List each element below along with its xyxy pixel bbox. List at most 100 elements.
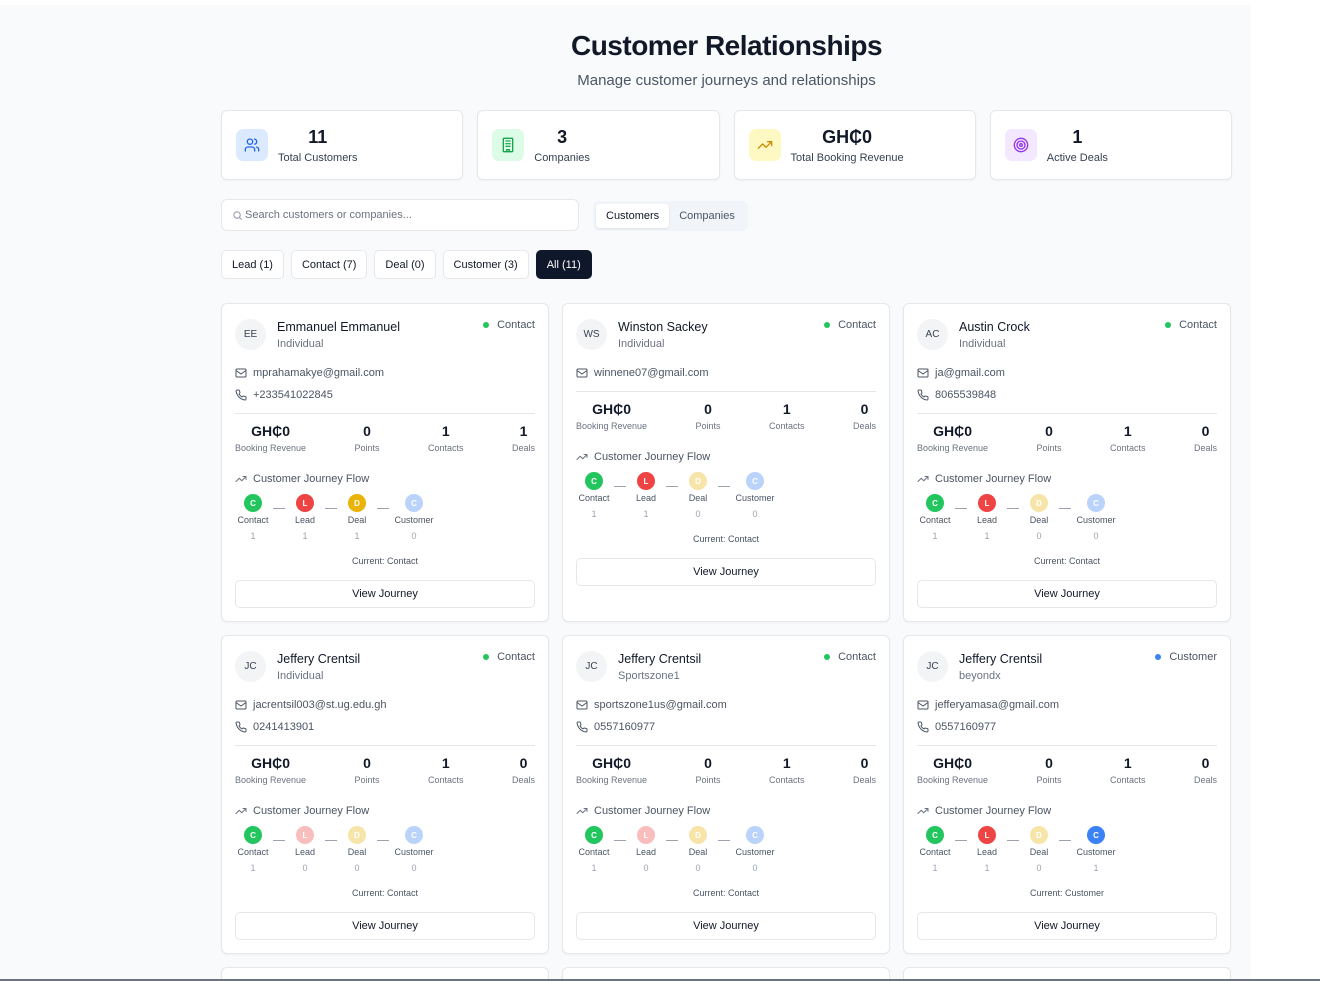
email-row: sportszone1us@gmail.com: [576, 699, 727, 711]
journey-stage-contact: C Contact 1: [235, 494, 271, 541]
flow-connector: [718, 840, 730, 841]
view-journey-button[interactable]: View Journey: [235, 912, 535, 940]
stage-badge: C: [746, 472, 764, 490]
view-journey-button[interactable]: View Journey: [576, 558, 876, 586]
stage-badge: C: [926, 494, 944, 512]
stage-count: 0: [1036, 863, 1042, 873]
filter-contact[interactable]: Contact (7): [290, 250, 368, 279]
metric-label: Points: [695, 421, 721, 431]
stage-count: 0: [1036, 531, 1042, 541]
stat-card-active-deals: 1 Active Deals: [989, 110, 1232, 180]
stage-filters: Lead (1) Contact (7) Deal (0) Customer (…: [221, 250, 592, 279]
stat-card-total-customers: 11 Total Customers: [221, 110, 464, 180]
stage-count: 1: [984, 531, 990, 541]
stage-count: 1: [591, 509, 597, 519]
stage-count: 1: [250, 863, 256, 873]
metric-label: Deals: [852, 775, 876, 785]
customer-name[interactable]: Jeffery Crentsil: [277, 652, 361, 666]
view-journey-button[interactable]: View Journey: [235, 580, 535, 608]
email-row: jefferyamasa@gmail.com: [917, 699, 1059, 711]
journey-flow: C Contact 1 L Lead 0 D Deal 0 C Customer 0: [576, 826, 778, 873]
status-badge: Contact: [1165, 319, 1217, 331]
metric-label: Booking Revenue: [917, 775, 989, 785]
metric-label: Deals: [511, 775, 535, 785]
view-journey-button[interactable]: View Journey: [917, 912, 1217, 940]
status-label: Contact: [838, 319, 876, 331]
metric-deals: 0 Deals: [853, 401, 876, 431]
metric-label: Points: [354, 443, 380, 453]
customer-email: jacrentsil003@st.ug.edu.gh: [253, 699, 387, 711]
view-journey-button[interactable]: View Journey: [917, 580, 1217, 608]
customer-name[interactable]: Emmanuel Emmanuel: [277, 320, 400, 334]
journey-stage-lead: L Lead 1: [287, 494, 323, 541]
journey-flow: C Contact 1 L Lead 0 D Deal 0 C Customer 0: [235, 826, 437, 873]
stat-card-booking-revenue: GH₵0 Total Booking Revenue: [733, 110, 976, 180]
flow-connector: [666, 840, 678, 841]
metric-value: 0: [1201, 755, 1210, 771]
customer-name[interactable]: Winston Sackey: [618, 320, 708, 334]
stat-label: Total Customers: [278, 151, 358, 164]
divider: [235, 413, 535, 414]
filter-all[interactable]: All (11): [535, 250, 592, 279]
customer-name[interactable]: Jeffery Crentsil: [959, 652, 1043, 666]
filter-customer[interactable]: Customer (3): [442, 250, 529, 279]
filter-lead[interactable]: Lead (1): [221, 250, 284, 279]
customer-card: JC Jeffery Crentsil beyondx Customer jef…: [903, 635, 1231, 954]
view-journey-button[interactable]: View Journey: [576, 912, 876, 940]
stage-count: 0: [354, 863, 360, 873]
window-edge: [0, 979, 1320, 981]
toggle-customers[interactable]: Customers: [596, 204, 670, 228]
stage-label: Lead: [976, 515, 998, 525]
email-row: jacrentsil003@st.ug.edu.gh: [235, 699, 386, 711]
building-icon: [492, 129, 525, 161]
metric-label: Deals: [1193, 443, 1217, 453]
status-dot: [483, 654, 490, 660]
metrics-row: GH₵0 Booking Revenue 0 Points 1 Contacts 0 D…: [235, 755, 535, 785]
search-input[interactable]: [245, 209, 565, 221]
journey-stage-customer: C Customer 0: [732, 826, 778, 873]
stage-label: Customer: [1076, 515, 1116, 525]
trending-up-icon: [576, 454, 588, 460]
stage-count: 1: [354, 531, 360, 541]
metric-label: Contacts: [427, 443, 464, 453]
stage-label: Contact: [578, 847, 610, 857]
stage-count: 1: [643, 509, 649, 519]
metrics-row: GH₵0 Booking Revenue 0 Points 1 Contacts 0 D…: [917, 755, 1217, 785]
stage-count: 0: [411, 863, 417, 873]
stage-label: Lead: [635, 493, 657, 503]
status-badge: Contact: [483, 319, 535, 331]
metrics-row: GH₵0 Booking Revenue 0 Points 1 Contacts 1 D…: [235, 423, 535, 453]
flow-connector: [273, 840, 285, 841]
customer-name[interactable]: Austin Crock: [959, 320, 1030, 334]
stage-count: 1: [932, 531, 938, 541]
flow-connector: [1007, 508, 1019, 509]
stage-badge: C: [1087, 826, 1105, 844]
metric-deals: 1 Deals: [512, 423, 535, 453]
current-stage: Current: Contact: [692, 888, 760, 898]
metric-contacts: 1 Contacts: [769, 401, 805, 431]
stats-row: 11 Total Customers 3 Companies GH₵0 Tota…: [221, 110, 1232, 180]
phone-icon: [917, 721, 929, 733]
toggle-companies[interactable]: Companies: [679, 210, 735, 222]
search-box: [221, 199, 579, 231]
stage-label: Customer: [735, 847, 775, 857]
avatar: JC: [235, 651, 266, 682]
metric-value: 0: [1045, 423, 1053, 439]
metrics-row: GH₵0 Booking Revenue 0 Points 1 Contacts 0 D…: [917, 423, 1217, 453]
stat-card-companies: 3 Companies: [477, 110, 720, 180]
metric-revenue: GH₵0 Booking Revenue: [576, 401, 647, 431]
metric-label: Contacts: [1109, 443, 1146, 453]
customer-type: Sportszone1: [618, 670, 680, 682]
mail-icon: [576, 368, 588, 378]
trending-up-icon: [576, 808, 588, 814]
journey-stage-lead: L Lead 1: [969, 826, 1005, 873]
stage-label: Customer: [394, 847, 434, 857]
flow-connector: [955, 508, 967, 509]
customer-type: Individual: [277, 338, 324, 350]
filter-deal[interactable]: Deal (0): [374, 250, 436, 279]
journey-stage-deal: D Deal 0: [339, 826, 375, 873]
customer-name[interactable]: Jeffery Crentsil: [618, 652, 702, 666]
current-stage: Current: Customer: [1029, 888, 1105, 898]
stat-value: 3: [557, 126, 568, 147]
stage-label: Lead: [294, 847, 316, 857]
